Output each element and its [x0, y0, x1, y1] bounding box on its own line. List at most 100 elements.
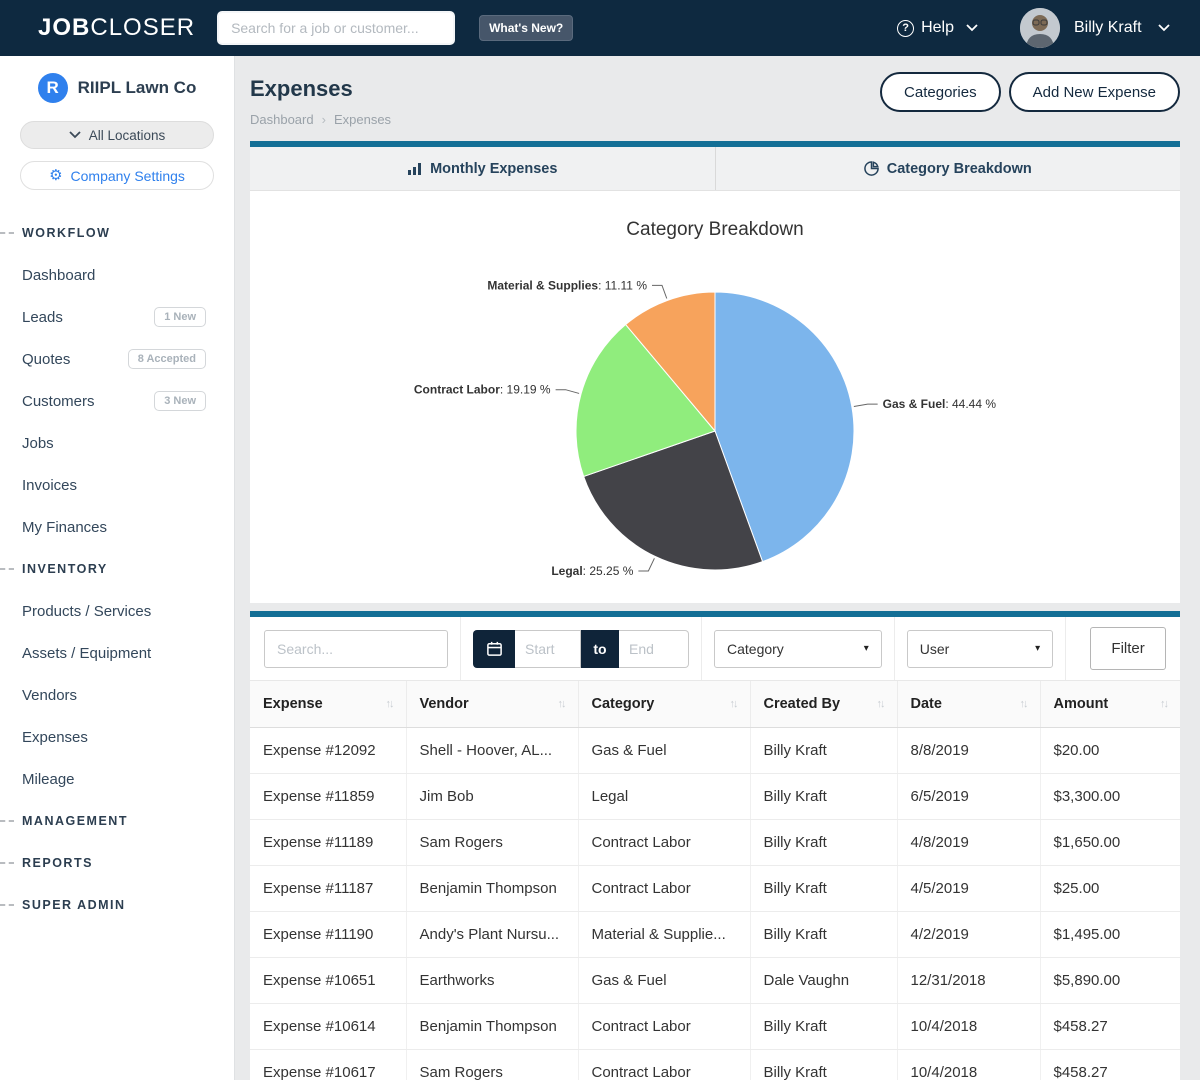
company-name: RIIPL Lawn Co [78, 78, 197, 98]
sidebar-section-inventory[interactable]: INVENTORY [0, 548, 234, 590]
start-date-input[interactable] [515, 630, 581, 668]
chart-title: Category Breakdown [626, 219, 803, 240]
company-header: R RIIPL Lawn Co [0, 56, 234, 113]
divider [894, 617, 895, 680]
section-title: MANAGEMENT [22, 814, 128, 828]
column-header-date[interactable]: Date↑↓ [897, 681, 1040, 727]
expense-link[interactable]: Expense #10617 [250, 1049, 406, 1080]
pie-slice-label: Material & Supplies: 11.11 % [487, 278, 647, 292]
breadcrumb-dashboard[interactable]: Dashboard [250, 112, 314, 127]
sidebar-section-workflow[interactable]: WORKFLOW [0, 212, 234, 254]
date-cell: 10/4/2018 [897, 1049, 1040, 1080]
user-select[interactable]: User ▾ [907, 630, 1053, 668]
section-title: REPORTS [22, 856, 93, 870]
tab-monthly-expenses[interactable]: Monthly Expenses [250, 147, 716, 190]
column-label: Date [911, 696, 942, 712]
category-cell: Contract Labor [578, 865, 750, 911]
sidebar-item-quotes[interactable]: Quotes8 Accepted [0, 338, 234, 380]
amount-cell: $458.27 [1040, 1003, 1180, 1049]
section-dash-icon [0, 232, 14, 234]
end-date-input[interactable] [619, 630, 689, 668]
sidebar-item-customers[interactable]: Customers3 New [0, 380, 234, 422]
sidebar-item-assets-equipment[interactable]: Assets / Equipment [0, 632, 234, 674]
column-label: Amount [1054, 696, 1109, 712]
sidebar-section-super-admin[interactable]: SUPER ADMIN [0, 884, 234, 926]
vendor-link[interactable]: Shell - Hoover, AL... [406, 727, 578, 773]
amount-cell: $5,890.00 [1040, 957, 1180, 1003]
amount-cell: $3,300.00 [1040, 773, 1180, 819]
vendor-link[interactable]: Sam Rogers [406, 1049, 578, 1080]
expense-link[interactable]: Expense #11190 [250, 911, 406, 957]
user-menu[interactable]: Billy Kraft [1074, 19, 1170, 37]
created-by-cell: Billy Kraft [750, 727, 897, 773]
filter-button[interactable]: Filter [1090, 627, 1166, 670]
user-name-label: Billy Kraft [1074, 19, 1142, 36]
expense-link[interactable]: Expense #10614 [250, 1003, 406, 1049]
sidebar-item-jobs[interactable]: Jobs [0, 422, 234, 464]
label-connector-line [556, 390, 579, 394]
help-menu[interactable]: ? Help [897, 19, 978, 37]
sidebar-item-vendors[interactable]: Vendors [0, 674, 234, 716]
locations-label: All Locations [89, 128, 166, 143]
sidebar-item-label: Products / Services [22, 603, 151, 620]
vendor-link[interactable]: Sam Rogers [406, 819, 578, 865]
sidebar-section-reports[interactable]: REPORTS [0, 842, 234, 884]
sort-icon: ↑↓ [1160, 698, 1167, 710]
status-badge: 3 New [154, 391, 206, 411]
sidebar-item-mileage[interactable]: Mileage [0, 758, 234, 800]
category-select[interactable]: Category ▾ [714, 630, 882, 668]
categories-button[interactable]: Categories [880, 72, 1001, 112]
sidebar-item-dashboard[interactable]: Dashboard [0, 254, 234, 296]
sidebar-item-invoices[interactable]: Invoices [0, 464, 234, 506]
vendor-link[interactable]: Benjamin Thompson [406, 865, 578, 911]
add-new-expense-button[interactable]: Add New Expense [1009, 72, 1180, 112]
top-navbar: JOBCLOSER What's New? ? Help Billy Kraft [0, 0, 1200, 56]
column-label: Category [592, 696, 655, 712]
column-header-amount[interactable]: Amount ↑↓ [1040, 681, 1180, 727]
app-logo[interactable]: JOBCLOSER [38, 14, 195, 42]
created-by-cell: Billy Kraft [750, 865, 897, 911]
category-cell: Gas & Fuel [578, 727, 750, 773]
vendor-link[interactable]: Earthworks [406, 957, 578, 1003]
table-row: Expense #12092Shell - Hoover, AL...Gas &… [250, 727, 1180, 773]
sidebar-item-label: Vendors [22, 687, 77, 704]
divider [460, 617, 461, 680]
sort-icon: ↑↓ [877, 698, 884, 710]
expenses-table-card: to Category ▾ User ▾ Filter [250, 611, 1180, 1080]
amount-cell: $458.27 [1040, 1049, 1180, 1080]
avatar[interactable] [1020, 8, 1060, 48]
vendor-link[interactable]: Benjamin Thompson [406, 1003, 578, 1049]
expense-link[interactable]: Expense #11859 [250, 773, 406, 819]
sidebar-item-expenses[interactable]: Expenses [0, 716, 234, 758]
sidebar-section-management[interactable]: MANAGEMENT [0, 800, 234, 842]
expense-link[interactable]: Expense #12092 [250, 727, 406, 773]
chevron-down-icon [1158, 19, 1170, 37]
column-header-vendor[interactable]: Vendor↑↓ [406, 681, 578, 727]
created-by-cell: Billy Kraft [750, 1003, 897, 1049]
whats-new-button[interactable]: What's New? [479, 15, 573, 41]
section-title: WORKFLOW [22, 226, 110, 240]
column-header-created-by[interactable]: Created By↑↓ [750, 681, 897, 727]
expense-link[interactable]: Expense #10651 [250, 957, 406, 1003]
company-settings-button[interactable]: ⚙ Company Settings [20, 161, 214, 190]
sidebar-item-label: My Finances [22, 519, 107, 536]
sidebar-item-products-services[interactable]: Products / Services [0, 590, 234, 632]
vendor-link[interactable]: Andy's Plant Nursu... [406, 911, 578, 957]
column-label: Vendor [420, 696, 469, 712]
expense-link[interactable]: Expense #11187 [250, 865, 406, 911]
dropdown-arrow-icon: ▾ [864, 643, 869, 654]
sidebar-item-leads[interactable]: Leads1 New [0, 296, 234, 338]
global-search-input[interactable] [217, 11, 455, 45]
expense-link[interactable]: Expense #11189 [250, 819, 406, 865]
amount-cell: $20.00 [1040, 727, 1180, 773]
sidebar-item-my-finances[interactable]: My Finances [0, 506, 234, 548]
sidebar-item-label: Invoices [22, 477, 77, 494]
vendor-link[interactable]: Jim Bob [406, 773, 578, 819]
tab-category-breakdown[interactable]: Category Breakdown [716, 147, 1181, 190]
table-search-input[interactable] [264, 630, 448, 668]
pie-chart-icon [864, 161, 879, 176]
column-header-expense[interactable]: Expense↑↓ [250, 681, 406, 727]
calendar-icon[interactable] [473, 630, 515, 668]
column-header-category[interactable]: Category↑↓ [578, 681, 750, 727]
locations-dropdown[interactable]: All Locations [20, 121, 214, 149]
